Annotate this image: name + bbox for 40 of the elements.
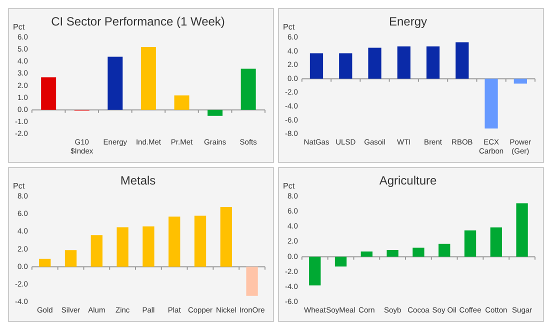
- chart-title: Agriculture: [379, 174, 438, 188]
- bar: [240, 68, 256, 110]
- chart-title: CI Sector Performance (1 Week): [51, 14, 225, 29]
- bar: [339, 53, 352, 79]
- bar: [168, 216, 180, 267]
- bar: [108, 56, 123, 110]
- bar: [516, 203, 528, 257]
- bar: [456, 42, 469, 79]
- bar: [397, 46, 410, 79]
- bar: [368, 48, 382, 79]
- bar: [464, 230, 476, 257]
- y-axis-title: Pct: [283, 22, 296, 32]
- bar: [142, 226, 154, 267]
- chart-title: Metals: [120, 174, 156, 188]
- bar: [360, 251, 372, 257]
- bar: [90, 235, 102, 267]
- bar: [412, 248, 424, 257]
- y-axis-title: Pct: [13, 22, 26, 32]
- y-axis-title: Pct: [283, 182, 296, 191]
- chart-title: Energy: [388, 14, 428, 29]
- bar: [484, 78, 498, 128]
- bar: [310, 53, 324, 79]
- bar: [334, 256, 347, 267]
- bar: [246, 266, 258, 296]
- bar: [438, 244, 450, 257]
- bar: [39, 258, 51, 267]
- bar: [208, 110, 223, 116]
- bar: [426, 46, 440, 79]
- bar: [386, 250, 398, 257]
- bar: [174, 95, 190, 110]
- y-axis-title: Pct: [13, 182, 26, 191]
- bar: [64, 250, 77, 267]
- bar: [309, 256, 321, 286]
- bar: [194, 216, 206, 267]
- bar: [220, 206, 232, 267]
- bar: [140, 47, 156, 110]
- bar: [490, 227, 502, 257]
- bar: [116, 227, 128, 267]
- bar: [41, 77, 56, 110]
- bar: [514, 78, 527, 84]
